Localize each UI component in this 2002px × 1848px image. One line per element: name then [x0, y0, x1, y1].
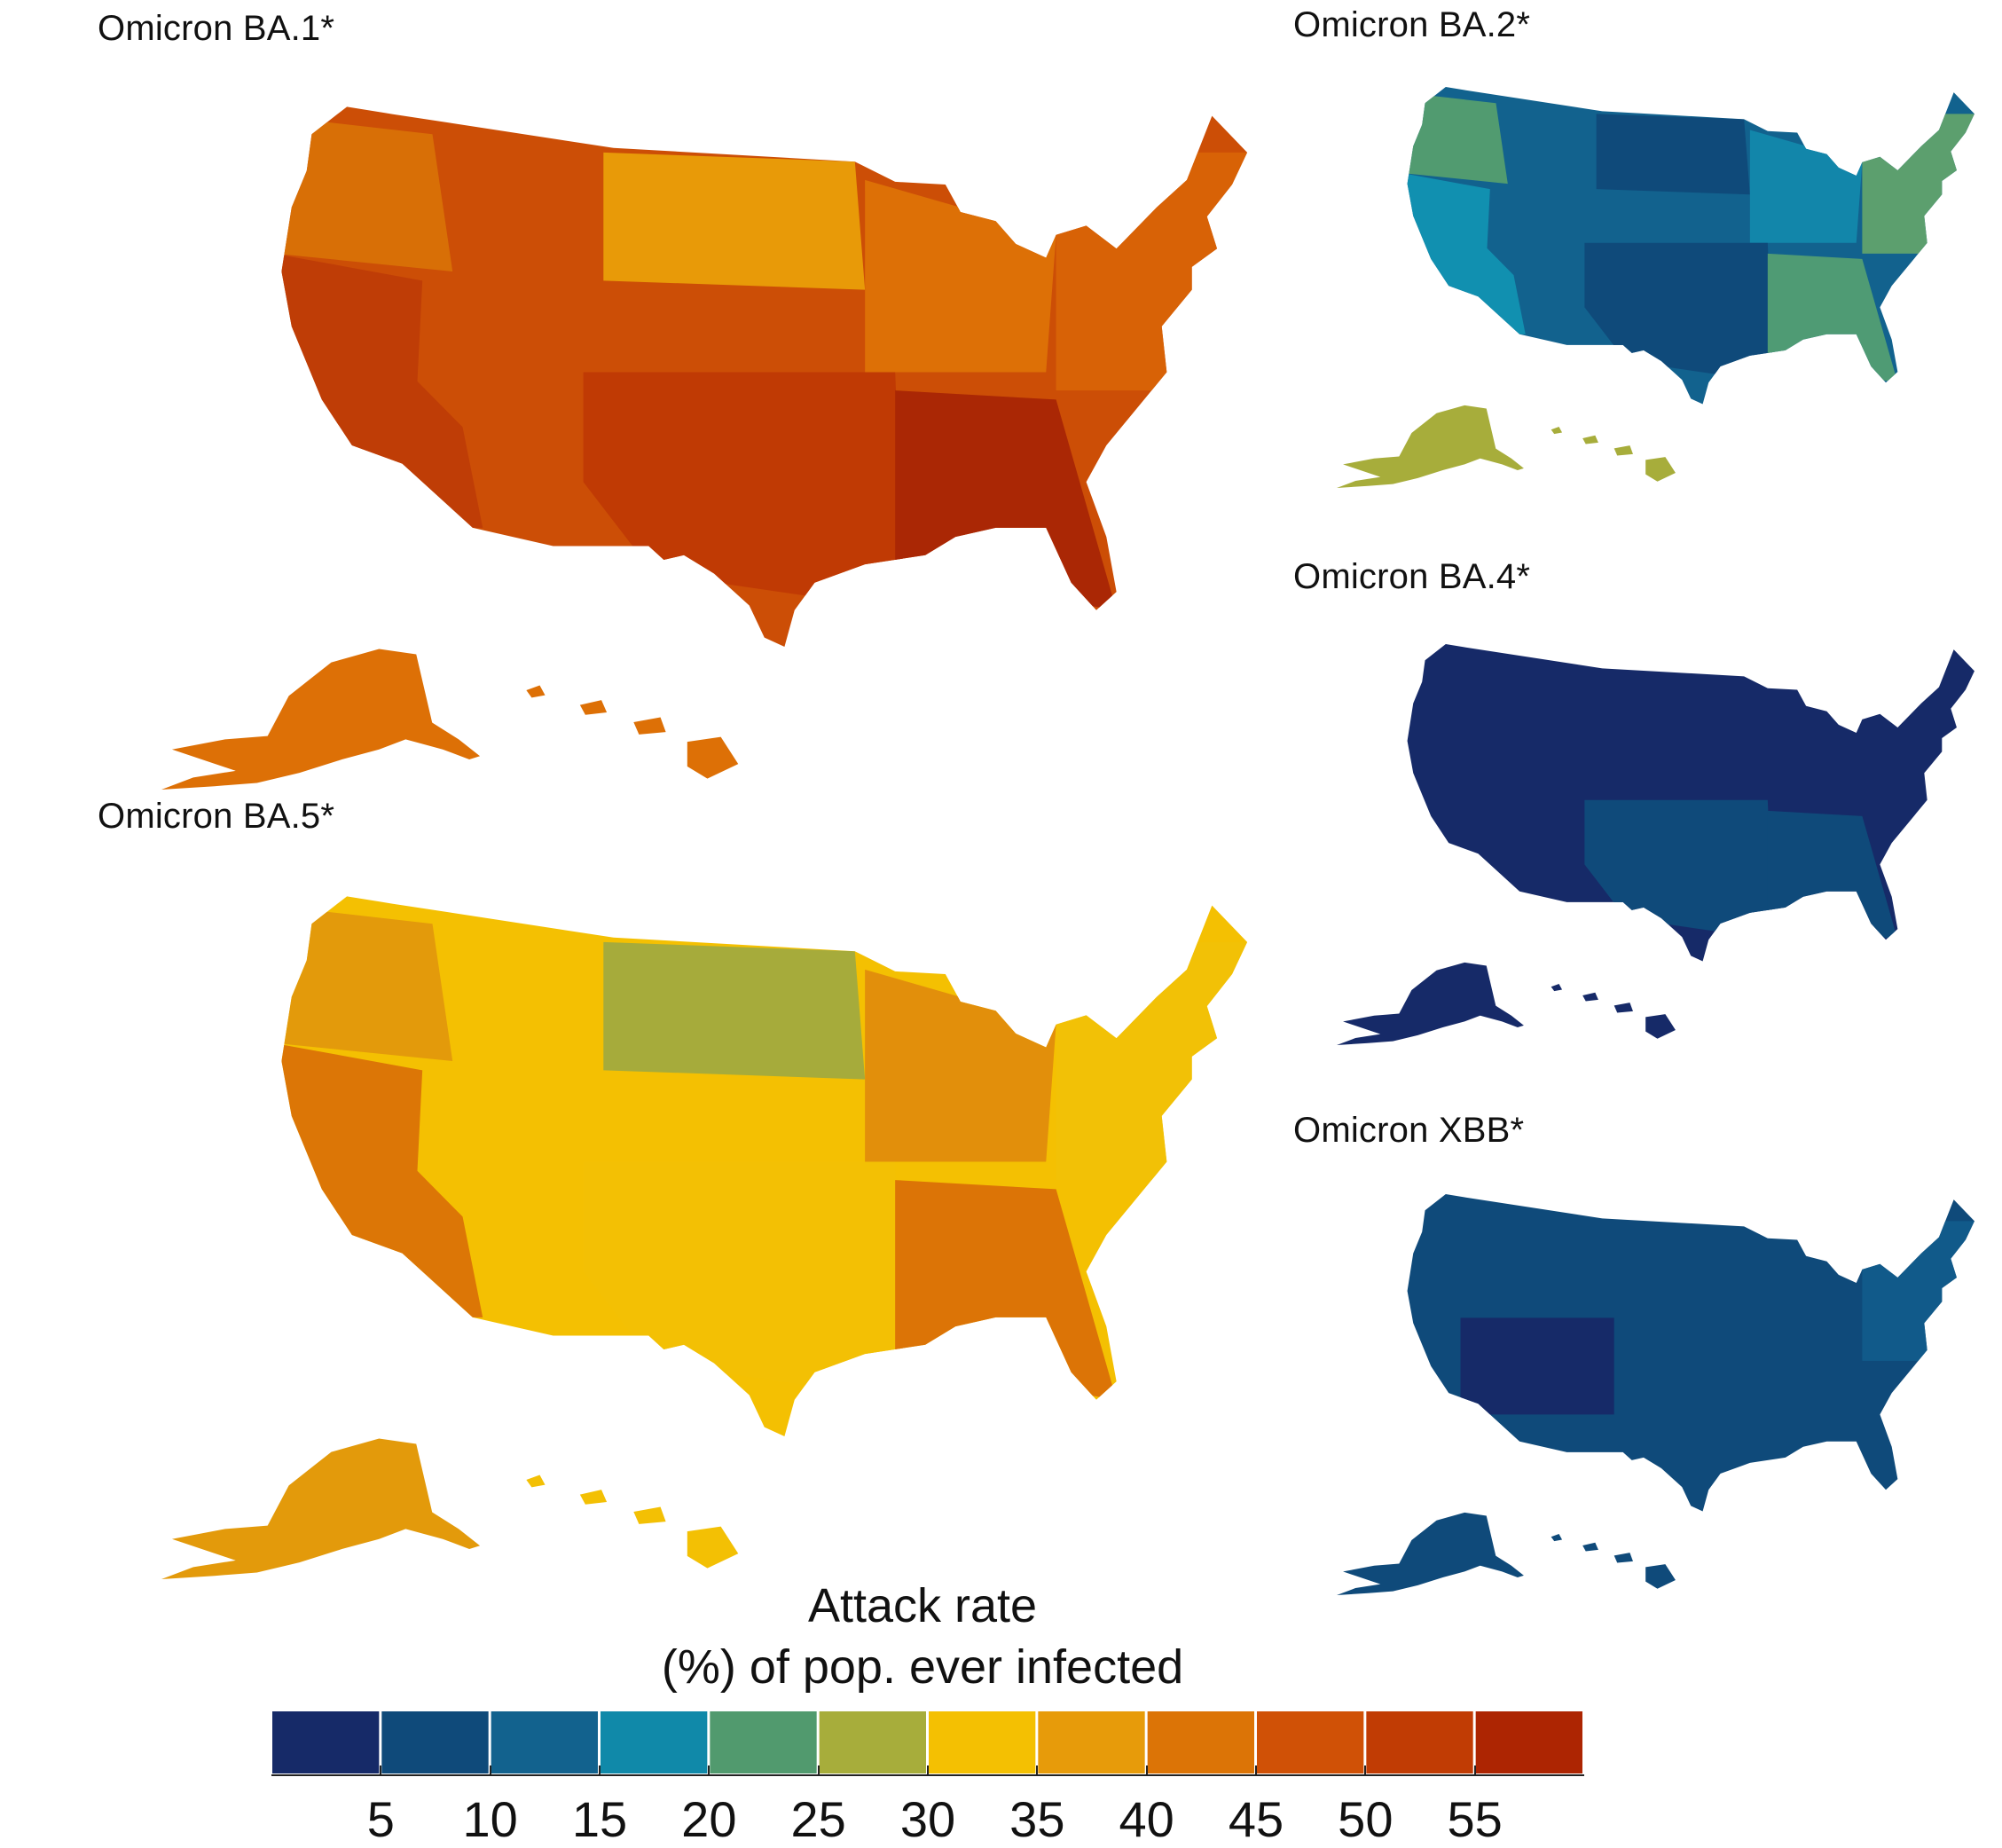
map-xbb: [1331, 1189, 1987, 1595]
alaska-shape: [1337, 962, 1524, 1045]
region-northeast: [1056, 152, 1248, 391]
hawaii-island: [1582, 435, 1598, 444]
legend-tick-label: 20: [681, 1791, 737, 1847]
legend-tick-label: 5: [366, 1791, 395, 1847]
legend-tick-mark: [1364, 1765, 1367, 1776]
legend-tick-label: 30: [899, 1791, 956, 1847]
alaska-shape: [161, 649, 481, 790]
legend-title-line1: Attack rate: [807, 1579, 1038, 1632]
hawaii-island: [1551, 984, 1563, 992]
legend-tick-label: 35: [1009, 1791, 1065, 1847]
legend-tick-mark: [708, 1765, 711, 1776]
region-northeast: [1862, 114, 1975, 254]
hawaii-island: [633, 1506, 666, 1524]
legend-swatch: [272, 1711, 380, 1773]
legend-tick-label: 50: [1338, 1791, 1394, 1847]
map-ba2: [1331, 82, 1987, 488]
us-map-svg: [1337, 87, 1975, 488]
region-northeast: [1862, 1221, 1975, 1361]
map-ba1: [151, 98, 1268, 790]
legend-tick-label: 40: [1119, 1791, 1174, 1847]
hawaii-island: [633, 717, 666, 735]
legend-swatch: [381, 1711, 489, 1773]
us-map-svg: [161, 106, 1248, 790]
panel-title-xbb: Omicron XBB*: [1293, 1111, 1525, 1150]
hawaii-island: [1613, 1553, 1633, 1563]
region-pacific-northwest: [1407, 92, 1508, 185]
region-northern-plains: [603, 152, 866, 290]
region-midwest: [1749, 130, 1863, 243]
alaska-shape: [1337, 405, 1524, 488]
region-south-central: [583, 1161, 906, 1400]
hawaii-island: [687, 736, 739, 779]
legend-tick-mark: [599, 1765, 601, 1776]
alaska-shape: [161, 1438, 481, 1579]
region-northern-plains: [1596, 114, 1750, 195]
region-south-central: [1584, 799, 1774, 940]
hawaii-island: [1582, 992, 1598, 1002]
alaska-shape: [1337, 1512, 1524, 1595]
us-map-svg: [1337, 644, 1975, 1045]
legend-tick-mark: [1473, 1765, 1476, 1776]
hawaii-island: [1551, 427, 1563, 435]
region-south-central: [583, 372, 906, 610]
legend-tick-label: 15: [571, 1791, 628, 1847]
region-pacific-northwest: [281, 905, 453, 1062]
legend-swatch: [1475, 1711, 1582, 1773]
legend-swatch: [1257, 1711, 1364, 1773]
region-southwest: [1460, 1317, 1614, 1415]
hawaii-island: [1645, 1564, 1676, 1589]
legend-swatch: [710, 1711, 817, 1773]
region-midwest: [865, 969, 1056, 1162]
legend-tick-mark: [817, 1765, 820, 1776]
hawaii-island: [526, 685, 546, 698]
legend-swatch: [819, 1711, 926, 1773]
hawaii-island: [1613, 445, 1633, 456]
legend-tick-mark: [927, 1765, 929, 1776]
panel-title-ba4: Omicron BA.4*: [1293, 557, 1531, 596]
legend-tick-mark: [380, 1765, 382, 1776]
panel-title-ba2: Omicron BA.2*: [1293, 5, 1531, 44]
hawaii-island: [1613, 1003, 1633, 1013]
region-midwest: [865, 179, 1056, 373]
legend-tick-label: 55: [1447, 1791, 1503, 1847]
region-northeast: [1056, 941, 1248, 1181]
legend-tick-mark: [1255, 1765, 1257, 1776]
hawaii-island: [687, 1526, 739, 1569]
legend-swatch: [491, 1711, 598, 1773]
hawaii-island: [579, 1490, 608, 1505]
map-ba5: [151, 887, 1268, 1579]
us-map-svg: [161, 896, 1248, 1579]
legend-tick-mark: [1145, 1765, 1148, 1776]
panel-title-ba5: Omicron BA.5*: [98, 797, 335, 836]
legend-tick-label: 10: [462, 1791, 518, 1847]
legend-swatch: [1147, 1711, 1254, 1773]
hawaii-island: [1645, 1014, 1676, 1039]
legend-color-bar: [271, 1711, 1584, 1777]
panel-title-ba1: Omicron BA.1*: [98, 9, 335, 48]
map-ba4: [1331, 639, 1987, 1045]
region-south-central: [1584, 242, 1774, 383]
us-map-svg: [1337, 1194, 1975, 1595]
hawaii-island: [1582, 1542, 1598, 1552]
hawaii-island: [579, 700, 608, 715]
region-northern-plains: [603, 941, 866, 1080]
hawaii-island: [526, 1474, 546, 1488]
legend-swatch: [929, 1711, 1036, 1773]
legend-tick-mark: [1036, 1765, 1039, 1776]
legend-svg: [271, 1711, 1584, 1776]
region-pacific-northwest: [281, 115, 453, 272]
hawaii-island: [1645, 457, 1676, 482]
legend-swatch: [1366, 1711, 1473, 1773]
legend-title-line2: (%) of pop. ever infected: [661, 1640, 1184, 1694]
legend-swatch: [601, 1711, 708, 1773]
legend-tick-mark: [489, 1765, 491, 1776]
contiguous-us-shape: [1407, 1194, 1975, 1512]
legend-swatch: [1038, 1711, 1145, 1773]
legend-tick-label: 45: [1228, 1791, 1284, 1847]
hawaii-island: [1551, 1534, 1563, 1542]
legend-tick-label: 25: [790, 1791, 846, 1847]
